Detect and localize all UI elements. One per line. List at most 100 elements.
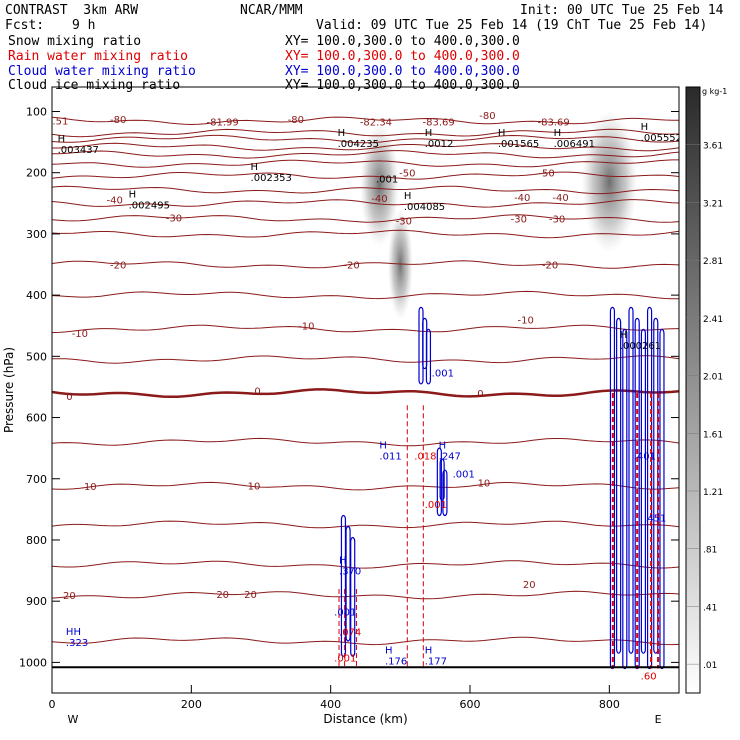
temp-label: -40 (371, 194, 387, 205)
max-label: .001 (334, 653, 356, 664)
max-label: .001 (432, 369, 454, 380)
field-name-snow: Snow mixing ratio (8, 34, 142, 49)
max-marker: H (620, 330, 628, 341)
isotherm-13 (52, 324, 679, 334)
max-value: .011 (379, 451, 401, 462)
cloud-water-loop (659, 328, 665, 670)
snow-shading-2 (581, 111, 638, 253)
isotherm-19 (52, 560, 679, 569)
max-value: .003437 (58, 145, 99, 156)
max-value: .401 (634, 451, 656, 462)
max-value: .001 (334, 653, 356, 664)
temp-label: 0 (66, 392, 72, 403)
temp-label: -40 (107, 196, 123, 207)
temp-label: 10 (84, 482, 97, 493)
max-label: H.247 (439, 440, 461, 462)
max-label: .60 (641, 672, 657, 683)
field-xy-cloud-water: XY= 100.0,300.0 to 400.0,300.0 (285, 64, 520, 79)
max-marker: H (129, 189, 137, 200)
temp-label: 10 (248, 481, 261, 492)
isotherm-21 (52, 636, 679, 646)
max-label: H.176 (385, 645, 407, 667)
isotherm-12 (52, 290, 679, 300)
valid-time: Valid: 09 UTC Tue 25 Feb 14 (19 ChT Tue … (316, 18, 708, 33)
max-marker: H (425, 645, 433, 656)
max-label: .451 (644, 514, 666, 525)
snow-shading-0 (359, 123, 399, 247)
max-marker: H (58, 134, 66, 145)
max-value: .001565 (498, 139, 539, 150)
temp-label: 20 (244, 590, 257, 601)
max-value: .176 (385, 656, 407, 667)
temp-label: -30 (396, 216, 412, 227)
temp-label: -10 (72, 329, 88, 340)
max-label: .001 (453, 470, 475, 481)
y-tick-label: 300 (26, 228, 47, 241)
max-value: .000261 (620, 341, 661, 352)
field-name-cloud-water: Cloud water mixing ratio (8, 64, 196, 79)
max-label: .074 (339, 628, 361, 639)
colorbar-label: 2.81 (703, 257, 723, 267)
colorbar-unit: g kg-1 (702, 87, 727, 96)
colorbar-label: .81 (703, 546, 717, 556)
max-value: .451 (644, 514, 666, 525)
y-tick-label: 900 (26, 595, 47, 608)
max-value: .074 (339, 628, 361, 639)
isotherm-5 (52, 159, 679, 168)
isotherm-1 (52, 128, 679, 138)
cloud-water-loop (616, 317, 622, 654)
max-label: .001 (334, 607, 356, 618)
temp-label: -30 (511, 215, 527, 226)
max-marker: HH (66, 627, 81, 638)
temp-label: -83.69 (537, 117, 569, 128)
colorbar-label: .41 (703, 603, 717, 613)
cloud-water-loop (425, 328, 432, 385)
x-end-label-east: E (655, 713, 662, 726)
field-xy-snow: XY= 100.0,300.0 to 400.0,300.0 (285, 34, 520, 49)
isotherm-0 (52, 116, 679, 126)
max-label: H.005552 (641, 122, 679, 144)
isotherm-20 (52, 590, 679, 600)
isotherm-18 (52, 520, 679, 529)
temp-label: -80 (479, 111, 495, 122)
max-marker: H (404, 191, 412, 202)
cloud-water-contours-2 (436, 447, 448, 517)
org-label: NCAR/MMM (240, 3, 303, 18)
max-label: H.000261 (620, 330, 661, 352)
max-marker: H (554, 128, 562, 139)
max-marker: H (439, 440, 447, 451)
colorbar-label: 3.21 (703, 199, 723, 209)
cloud-water-loop (436, 447, 442, 517)
max-label: H.0012 (425, 128, 454, 150)
max-value: .323 (66, 638, 88, 649)
temp-label: 10 (478, 478, 491, 489)
isotherm-4 (52, 150, 679, 159)
temp-label: -10 (298, 322, 314, 333)
temp-label: 20 (216, 590, 229, 601)
field-name-cloud-ice: Cloud ice mixing ratio (8, 78, 181, 93)
max-value: .001 (425, 500, 447, 511)
max-value: .001 (334, 607, 356, 618)
isotherm-14 (52, 355, 679, 364)
isotherm-8 (52, 199, 679, 208)
temp-label: -81.99 (207, 117, 239, 128)
max-value: .177 (425, 656, 447, 667)
y-tick-label: 600 (26, 412, 47, 425)
y-tick-label: 400 (26, 289, 47, 302)
y-tick-label: 100 (26, 105, 47, 118)
isotherm-10 (52, 229, 679, 239)
x-tick-label: 600 (460, 698, 481, 711)
temp-label: -30 (166, 213, 182, 224)
x-axis-label: Distance (km) (323, 712, 407, 726)
max-label: H.370 (339, 555, 361, 577)
max-label: .001 (376, 175, 398, 186)
temp-label: 0 (477, 389, 483, 400)
isotherm-9 (52, 214, 679, 223)
max-label: .001 (425, 500, 447, 511)
y-tick-label: 800 (26, 534, 47, 547)
max-value: .60 (641, 672, 657, 683)
temp-label: 0 (254, 387, 260, 398)
cloud-water-contours-0 (340, 514, 356, 657)
field-name-rain: Rain water mixing ratio (8, 49, 189, 64)
field-xy-cloud-ice: XY= 100.0,300.0 to 400.0,300.0 (285, 78, 520, 93)
